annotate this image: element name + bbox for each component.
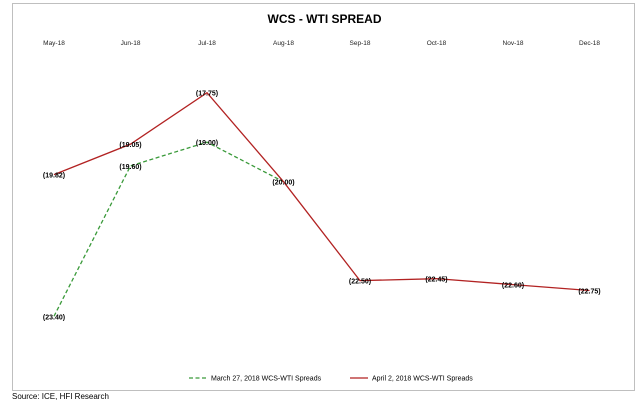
series-line-1 xyxy=(53,141,284,317)
chart-svg: WCS - WTI SPREAD May-18 Jun-18 Jul-18 Aug-1… xyxy=(43,12,601,383)
x-tick-label: Aug-18 xyxy=(273,40,294,47)
data-label: (20.00) xyxy=(272,180,294,187)
x-tick-label: Oct-18 xyxy=(427,40,447,47)
x-tick-label: May-18 xyxy=(43,40,65,47)
x-tick-label: Dec-18 xyxy=(579,40,600,47)
data-label: (22.50) xyxy=(349,279,371,286)
x-tick-label: Nov-18 xyxy=(503,40,524,47)
x-tick-label: Sep-18 xyxy=(350,40,371,47)
data-label: (19.60) xyxy=(119,164,141,171)
legend-label-1: March 27, 2018 WCS-WTI Spreads xyxy=(211,376,322,383)
x-tick-label: Jul-18 xyxy=(198,40,216,47)
x-tick-label: Jun-18 xyxy=(121,40,141,47)
data-label: (17.75) xyxy=(196,91,218,98)
data-label: (22.75) xyxy=(578,289,600,296)
data-label: (19.82) xyxy=(43,173,65,180)
chart-title: WCS - WTI SPREAD xyxy=(268,12,382,26)
legend-label-2: April 2, 2018 WCS-WTI Spreads xyxy=(372,376,473,383)
source-note: Source: ICE, HFI Research xyxy=(12,392,109,401)
data-label: (23.40) xyxy=(43,314,65,321)
series-line-2 xyxy=(53,91,590,292)
data-label: (19.00) xyxy=(196,140,218,147)
data-label: (22.60) xyxy=(502,283,524,290)
data-label: (22.45) xyxy=(425,277,447,284)
chart-area: WCS - WTI SPREAD May-18 Jun-18 Jul-18 Aug-1… xyxy=(12,3,635,391)
data-label: (19.05) xyxy=(119,142,141,149)
